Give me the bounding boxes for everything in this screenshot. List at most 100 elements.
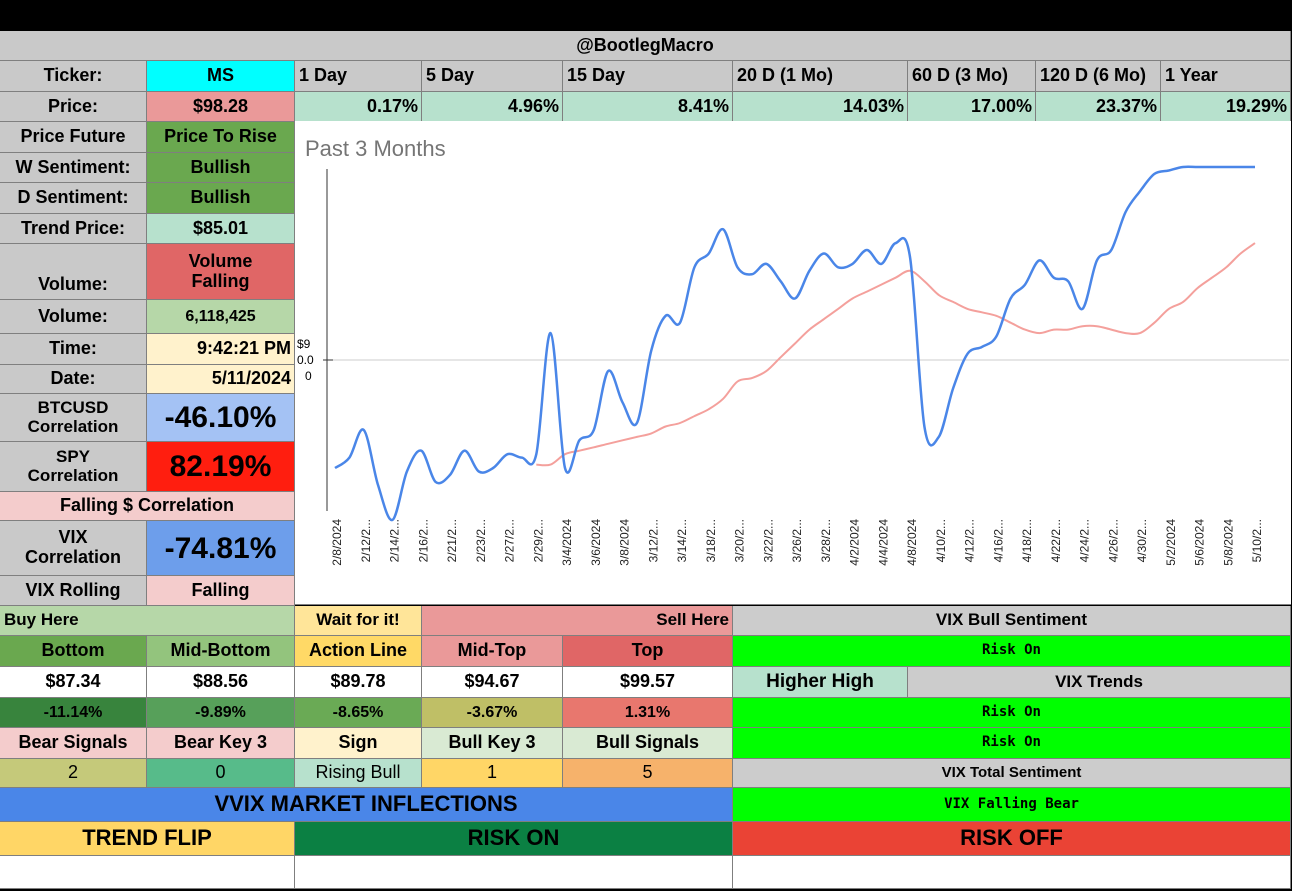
w-sentiment-label: W Sentiment: <box>0 153 147 183</box>
level-pct-bottom: -11.14% <box>0 698 147 728</box>
x-tick-label: 4/18/2... <box>1020 519 1034 562</box>
x-tick-label: 5/6/2024 <box>1193 519 1207 566</box>
vix-rolling-value: Falling <box>147 576 295 606</box>
x-tick-label: 2/23/2... <box>474 519 488 562</box>
x-tick-label: 2/27/2... <box>503 519 517 562</box>
period-header-1y: 1 Year <box>1161 61 1291 92</box>
x-tick-label: 3/28/2... <box>819 519 833 562</box>
period-change-20d: 14.03% <box>733 92 908 122</box>
price-value: $98.28 <box>147 92 295 122</box>
vix-bull-sentiment-header: VIX Bull Sentiment <box>733 606 1291 636</box>
period-change-15d: 8.41% <box>563 92 733 122</box>
signal-value-bull-signals: 5 <box>563 759 733 788</box>
volume-trend-label: Volume: <box>0 244 147 300</box>
x-tick-label: 3/20/2... <box>733 519 747 562</box>
date-label: Date: <box>0 365 147 394</box>
x-tick-label: 4/2/2024 <box>848 519 862 566</box>
vvix-market-inflections: VVIX MARKET INFLECTIONS <box>0 788 733 822</box>
x-tick-label: 2/14/2... <box>388 519 402 562</box>
signal-header-bull-key: Bull Key 3 <box>422 728 563 759</box>
btc-corr-value: -46.10% <box>147 394 295 442</box>
level-price-mid-bottom: $88.56 <box>147 667 295 698</box>
x-tick-label: 4/8/2024 <box>905 519 919 566</box>
price-future-value: Price To Rise <box>147 122 295 153</box>
blank-cell <box>733 856 1291 889</box>
level-pct-mid-top: -3.67% <box>422 698 563 728</box>
x-tick-label: 2/16/2... <box>416 519 430 562</box>
x-tick-label: 4/26/2... <box>1106 519 1120 562</box>
btc-corr-label: BTCUSD Correlation <box>0 394 147 442</box>
x-tick-label: 3/6/2024 <box>589 519 603 566</box>
period-header-15d: 15 Day <box>563 61 733 92</box>
x-tick-label: 5/2/2024 <box>1164 519 1178 566</box>
signal-header-bull-signals: Bull Signals <box>563 728 733 759</box>
x-tick-label: 3/18/2... <box>704 519 718 562</box>
period-header-1d: 1 Day <box>295 61 422 92</box>
x-tick-label: 4/10/2... <box>934 519 948 562</box>
period-change-1d: 0.17% <box>295 92 422 122</box>
level-price-mid-top: $94.67 <box>422 667 563 698</box>
x-tick-label: 2/8/2024 <box>330 519 344 566</box>
series-line-trend <box>536 242 1256 467</box>
x-tick-label: 4/24/2... <box>1078 519 1092 562</box>
y-tick-label: $9 <box>297 337 311 351</box>
signal-header-bear-key: Bear Key 3 <box>147 728 295 759</box>
x-tick-label: 4/30/2... <box>1135 519 1149 562</box>
x-tick-label: 3/26/2... <box>790 519 804 562</box>
vix-corr-label: VIX Correlation <box>0 521 147 576</box>
sell-here-label: Sell Here <box>422 606 733 636</box>
ticker-value[interactable]: MS <box>147 61 295 92</box>
time-label: Time: <box>0 334 147 365</box>
signal-header-sign: Sign <box>295 728 422 759</box>
level-pct-action-line: -8.65% <box>295 698 422 728</box>
period-change-120d: 23.37% <box>1036 92 1161 122</box>
x-tick-label: 4/16/2... <box>991 519 1005 562</box>
risk-off-banner: RISK OFF <box>733 822 1291 856</box>
x-tick-label: 4/22/2... <box>1049 519 1063 562</box>
signal-value-bear-signals: 2 <box>0 759 147 788</box>
trend-price-label: Trend Price: <box>0 214 147 244</box>
header-title: @BootlegMacro <box>0 31 1291 61</box>
risk-on-banner: RISK ON <box>295 822 733 856</box>
vix-risk-on-2: Risk On <box>733 698 1291 728</box>
price-chart: Past 3 Months $9 0.0 0 2/8/2024 2/12/2...… <box>295 121 1291 605</box>
level-header-mid-top: Mid-Top <box>422 636 563 667</box>
level-price-action-line: $89.78 <box>295 667 422 698</box>
level-price-top: $99.57 <box>563 667 733 698</box>
w-sentiment-value: Bullish <box>147 153 295 183</box>
price-future-label: Price Future <box>0 122 147 153</box>
level-header-top: Top <box>563 636 733 667</box>
y-tick-label: 0.0 <box>297 353 314 367</box>
vix-risk-on-1: Risk On <box>733 636 1291 667</box>
buy-here-label: Buy Here <box>0 606 295 636</box>
period-header-120d: 120 D (6 Mo) <box>1036 61 1161 92</box>
period-change-5d: 4.96% <box>422 92 563 122</box>
vix-trends-header: VIX Trends <box>908 667 1291 698</box>
vix-risk-on-3: Risk On <box>733 728 1291 759</box>
vix-rolling-label: VIX Rolling <box>0 576 147 606</box>
vix-higher-high: Higher High <box>733 667 908 698</box>
falling-correlation: Falling $ Correlation <box>0 492 295 521</box>
blank-cell <box>295 856 733 889</box>
x-tick-label: 2/12/2... <box>359 519 373 562</box>
period-change-60d: 17.00% <box>908 92 1036 122</box>
wait-label: Wait for it! <box>295 606 422 636</box>
x-tick-label: 3/22/2... <box>761 519 775 562</box>
x-tick-label: 3/14/2... <box>675 519 689 562</box>
level-pct-top: 1.31% <box>563 698 733 728</box>
x-tick-label: 4/4/2024 <box>876 519 890 566</box>
vix-corr-value: -74.81% <box>147 521 295 576</box>
x-tick-label: 5/8/2024 <box>1221 519 1235 566</box>
chart-title: Past 3 Months <box>305 136 446 161</box>
period-header-5d: 5 Day <box>422 61 563 92</box>
period-header-60d: 60 D (3 Mo) <box>908 61 1036 92</box>
level-price-bottom: $87.34 <box>0 667 147 698</box>
signal-value-sign: Rising Bull <box>295 759 422 788</box>
date-value: 5/11/2024 <box>147 365 295 394</box>
signal-value-bull-key: 1 <box>422 759 563 788</box>
spy-corr-label: SPY Correlation <box>0 442 147 492</box>
level-pct-mid-bottom: -9.89% <box>147 698 295 728</box>
spy-corr-value: 82.19% <box>147 442 295 492</box>
vix-falling-bear: VIX Falling Bear <box>733 788 1291 822</box>
chart-svg: Past 3 Months $9 0.0 0 2/8/2024 2/12/2...… <box>297 136 1289 566</box>
